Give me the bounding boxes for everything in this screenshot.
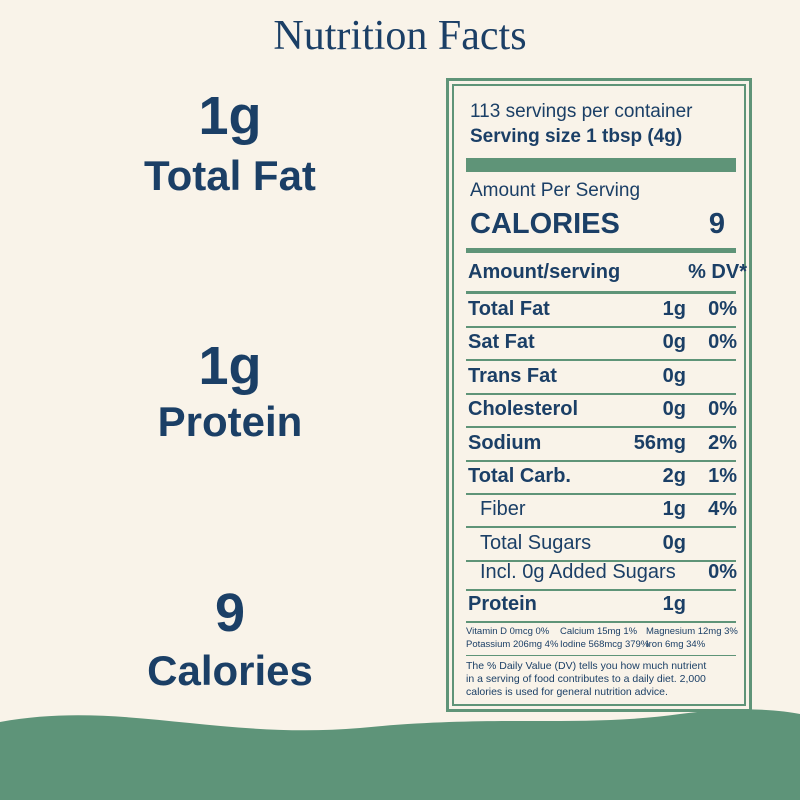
divider [466, 560, 736, 562]
row-dv: 1% [708, 465, 737, 487]
footnote-line: The % Daily Value (DV) tells you how muc… [466, 660, 707, 672]
highlight-label: Total Fat [144, 152, 316, 199]
title: Nutrition Facts [273, 13, 527, 59]
row-amount: 2g [662, 465, 686, 487]
vitamin: Calcium 15mg 1% [560, 626, 638, 637]
label-box [446, 78, 752, 712]
row-amount: 0g [662, 398, 686, 420]
highlight-value: 1g [198, 336, 262, 396]
row-dv: 4% [708, 498, 737, 520]
wave-shape [0, 709, 800, 800]
row-dv: 0% [708, 398, 737, 420]
calories-label: CALORIES [470, 208, 620, 240]
vitamin: Potassium 206mg 4% [466, 639, 559, 650]
row-amount: 0g [662, 532, 686, 554]
row-amount: 1g [662, 593, 686, 615]
amount-per-serving: Amount Per Serving [470, 180, 641, 201]
footnote-line: calories is used for general nutrition a… [466, 686, 668, 698]
row-amount: 1g [662, 498, 686, 520]
row-name: Sat Fat [468, 331, 535, 353]
wave [0, 709, 800, 800]
divider [466, 460, 736, 462]
divider [466, 426, 736, 428]
divider [466, 393, 736, 395]
calories-value: 9 [708, 208, 725, 240]
divider [466, 248, 736, 253]
row-amount: 56mg [633, 432, 686, 454]
row-name: Fiber [480, 498, 526, 520]
vitamin: Magnesium 12mg 3% [646, 626, 738, 637]
divider [466, 359, 736, 361]
row-name: Total Fat [468, 298, 550, 320]
divider [466, 526, 736, 528]
row-dv: 0% [708, 298, 737, 320]
divider [466, 621, 736, 623]
row-name: Total Carb. [468, 465, 571, 487]
vitamin: Iodine 568mcg 379% [560, 639, 650, 650]
divider [466, 326, 736, 328]
divider [466, 158, 736, 172]
row-name: Total Sugars [480, 532, 592, 554]
highlight-value: 1g [198, 86, 262, 146]
row-name: Trans Fat [468, 365, 557, 387]
highlight-label: Calories [147, 647, 313, 694]
servings: 113 servings per container [470, 101, 693, 122]
divider [466, 655, 736, 656]
divider [466, 589, 736, 591]
row-dv: 2% [708, 432, 737, 454]
divider [466, 291, 736, 294]
row-amount: 0g [662, 331, 686, 353]
highlight-label: Protein [157, 398, 303, 445]
row-name: Protein [468, 593, 537, 615]
divider [466, 493, 736, 495]
row-dv: 0% [708, 331, 737, 353]
highlight-value: 9 [214, 583, 246, 643]
row-name: Sodium [468, 432, 542, 454]
vitamin: Vitamin D 0mcg 0% [466, 626, 550, 637]
vitamin: Iron 6mg 34% [646, 639, 706, 650]
row-name: Incl. 0g Added Sugars [480, 561, 676, 583]
row-dv: 0% [708, 561, 737, 583]
row-amount: 1g [662, 298, 686, 320]
serving-size: Serving size 1 tbsp (4g) [470, 126, 683, 147]
footnote-line: in a serving of food contributes to a da… [466, 673, 706, 685]
row-amount: 0g [662, 365, 686, 387]
header-dv: % DV* [688, 261, 747, 283]
row-name: Cholesterol [468, 398, 579, 420]
header-name: Amount/serving [468, 261, 621, 283]
